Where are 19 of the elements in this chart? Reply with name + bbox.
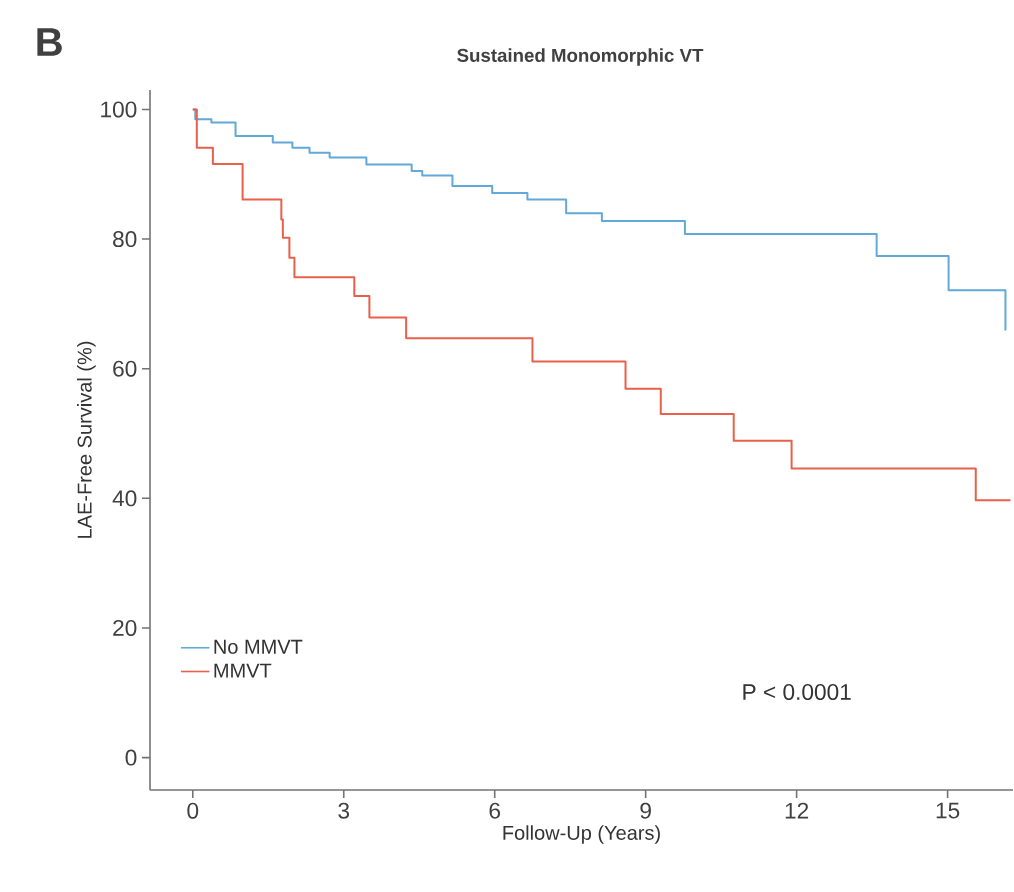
y-tick-label: 100 (101, 101, 137, 118)
y-tick-label: 80 (113, 231, 137, 248)
y-tick-label: 20 (113, 619, 137, 636)
legend-label: MMVT (214, 663, 272, 678)
legend-label: No MMVT (214, 639, 303, 654)
annotation: P < 0.0001 (743, 683, 851, 701)
x-tick-label: 12 (785, 802, 809, 819)
x-tick-label: 0 (187, 802, 199, 819)
x-tick-label: 3 (338, 802, 350, 819)
x-tick-label: 6 (489, 802, 500, 819)
y-tick-label: 40 (112, 490, 137, 507)
chart-title: Sustained Monomorphic VT (457, 48, 704, 66)
x-tick-label: 9 (640, 802, 651, 819)
x-axis-title: Follow-Up (Years) (503, 825, 660, 844)
y-axis-title: LAE-Free Survival (%) (77, 341, 96, 538)
text: B (37, 28, 62, 56)
y-tick-label: 60 (113, 360, 137, 377)
x-tick-label: 15 (936, 802, 960, 819)
y-tick-label: 0 (125, 749, 137, 766)
